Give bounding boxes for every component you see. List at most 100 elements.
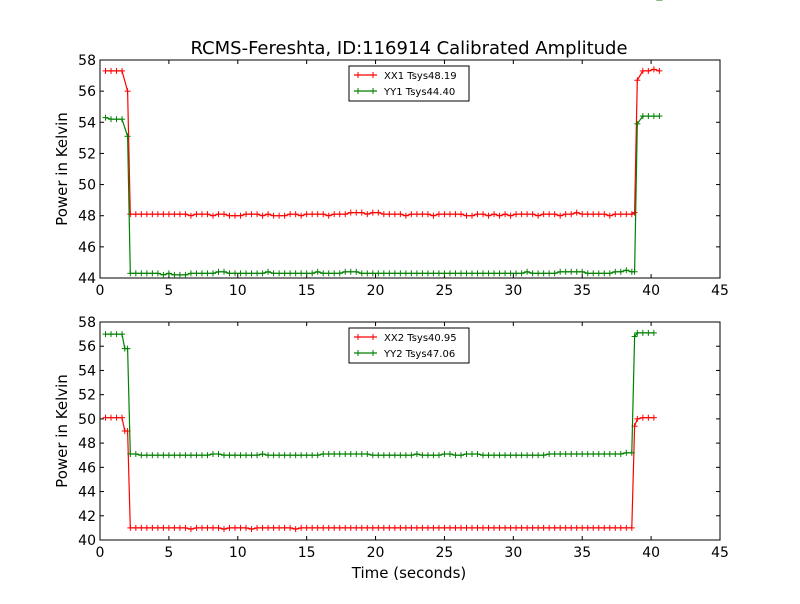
- data-point: [347, 268, 354, 275]
- data-point: [113, 67, 120, 74]
- data-point: [270, 270, 277, 277]
- data-point: [408, 524, 415, 531]
- data-point: [325, 270, 332, 277]
- data-point: [215, 451, 222, 458]
- data-point: [119, 331, 126, 338]
- data-point: [198, 452, 205, 459]
- data-point: [358, 270, 365, 277]
- data-point: [226, 212, 233, 219]
- x-tick-label: 30: [504, 283, 522, 299]
- data-point: [546, 270, 553, 277]
- y-tick-label: 40: [78, 533, 96, 549]
- chart-title: RCMS-Fereshta, ID:116914 Calibrated Ampl…: [190, 38, 627, 59]
- data-point: [298, 524, 305, 531]
- data-point: [568, 524, 575, 531]
- x-tick-label: 40: [642, 283, 660, 299]
- data-point: [336, 524, 343, 531]
- data-point: [452, 524, 459, 531]
- x-tick-label: 0: [96, 283, 105, 299]
- data-point: [336, 270, 343, 277]
- data-point: [176, 452, 183, 459]
- data-point: [193, 452, 200, 459]
- data-point: [606, 270, 613, 277]
- legend-label: YY2 Tsys47.06: [383, 349, 455, 360]
- data-point: [645, 329, 652, 336]
- data-point: [198, 270, 205, 277]
- x-tick-label: 5: [164, 545, 173, 561]
- data-point: [474, 524, 481, 531]
- data-point: [243, 211, 250, 218]
- data-point: [248, 526, 255, 533]
- data-point: [601, 211, 608, 218]
- legend-entry: XX2 Tsys40.95: [354, 333, 457, 344]
- data-point: [303, 211, 310, 218]
- data-point: [590, 451, 597, 458]
- data-point: [265, 524, 272, 531]
- data-point: [375, 452, 382, 459]
- data-point: [138, 452, 145, 459]
- data-point: [193, 524, 200, 531]
- data-point: [182, 452, 189, 459]
- series-1: [102, 0, 663, 533]
- data-point: [369, 524, 376, 531]
- data-point: [281, 270, 288, 277]
- data-point: [149, 524, 156, 531]
- data-point: [298, 212, 305, 219]
- data-point: [446, 524, 453, 531]
- y-tick-label: 56: [78, 339, 96, 355]
- data-point: [413, 270, 420, 277]
- data-point: [623, 524, 630, 531]
- data-point: [270, 212, 277, 219]
- data-point: [617, 268, 624, 275]
- data-point: [108, 67, 115, 74]
- data-point: [424, 270, 431, 277]
- y-tick-label: 48: [78, 209, 96, 225]
- data-point: [408, 270, 415, 277]
- data-point: [127, 211, 134, 218]
- series-2: [102, 0, 663, 459]
- data-point: [265, 452, 272, 459]
- data-point: [463, 270, 470, 277]
- data-point: [171, 452, 178, 459]
- y-tick-label: 58: [78, 315, 96, 331]
- data-point: [358, 524, 365, 531]
- data-point: [540, 211, 547, 218]
- data-point: [119, 67, 126, 74]
- data-point: [182, 271, 189, 278]
- data-point: [491, 524, 498, 531]
- data-point: [535, 452, 542, 459]
- data-point: [204, 211, 211, 218]
- data-point: [320, 451, 327, 458]
- data-point: [149, 211, 156, 218]
- data-point: [124, 345, 131, 352]
- data-point: [584, 211, 591, 218]
- data-point: [353, 451, 360, 458]
- y-tick-label: 54: [78, 115, 96, 131]
- data-point: [617, 524, 624, 531]
- data-point: [375, 524, 382, 531]
- y-tick-label: 50: [78, 178, 96, 194]
- data-point: [380, 452, 387, 459]
- data-point: [292, 526, 299, 533]
- data-point: [143, 270, 150, 277]
- data-point: [243, 524, 250, 531]
- data-point: [221, 526, 227, 533]
- data-point: [171, 211, 178, 218]
- data-point: [446, 451, 453, 458]
- y-tick-label: 58: [78, 53, 96, 69]
- series-1: [102, 66, 663, 219]
- data-point: [347, 209, 354, 216]
- data-point: [573, 209, 580, 216]
- data-point: [187, 212, 194, 219]
- data-point: [595, 524, 602, 531]
- data-point: [551, 524, 558, 531]
- data-point: [590, 211, 597, 218]
- data-point: [127, 451, 134, 458]
- data-point: [386, 211, 393, 218]
- data-point: [419, 524, 426, 531]
- data-point: [579, 211, 586, 218]
- x-tick-label: 25: [436, 545, 454, 561]
- data-point: [584, 524, 591, 531]
